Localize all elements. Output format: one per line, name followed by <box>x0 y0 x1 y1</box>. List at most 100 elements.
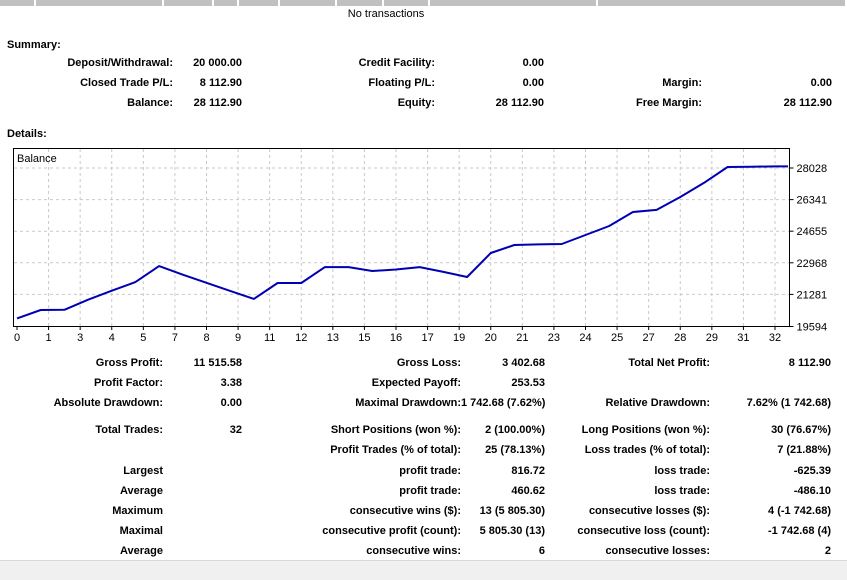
x-tick-label: 0 <box>14 332 20 344</box>
stat-label: consecutive profit (count): <box>322 525 461 537</box>
x-tick-label: 1 <box>46 332 52 344</box>
x-tick-label: 27 <box>643 332 655 344</box>
stat-label: consecutive losses: <box>605 545 710 557</box>
x-tick-label: 32 <box>769 332 781 344</box>
stat-value: 11 515.58 <box>193 357 242 369</box>
chart-series-label: Balance <box>17 153 57 165</box>
stat-label: Short Positions (won %): <box>330 424 461 436</box>
y-tick-label: 21281 <box>797 289 828 301</box>
summary-row: Deposit/Withdrawal: 20 000.00 Credit Facil… <box>0 53 832 73</box>
table-header-cell <box>384 0 428 6</box>
x-tick-label: 31 <box>737 332 749 344</box>
table-header-cell <box>598 0 845 6</box>
summary-value: 28 112.90 <box>495 97 544 109</box>
stat-label: Largest <box>123 465 163 477</box>
stat-label: Profit Factor: <box>93 377 163 389</box>
stat-value: 4 (-1 742.68) <box>768 505 831 517</box>
y-tick-label: 26341 <box>797 195 828 207</box>
transactions-table-header <box>0 0 847 6</box>
summary-label <box>544 53 702 73</box>
summary-label: Floating P/L: <box>368 77 435 89</box>
stat-value: 32 <box>229 424 242 436</box>
stat-value: -1 742.68 (4) <box>768 525 831 537</box>
summary-label: Equity: <box>397 97 435 109</box>
stat-value: -625.39 <box>793 465 831 477</box>
stat-label: loss trade: <box>654 485 710 497</box>
stat-value: 3 402.68 <box>502 357 545 369</box>
y-tick-label: 22968 <box>797 258 828 270</box>
table-header-cell <box>164 0 212 6</box>
chart-border <box>13 148 790 327</box>
stat-value: 30 (76.67%) <box>771 424 831 436</box>
balance-line <box>16 165 788 320</box>
stat-label: Gross Profit: <box>95 357 163 369</box>
stat-label: Maximal Drawdown: <box>355 397 461 409</box>
summary-value: 0.00 <box>810 77 832 89</box>
stat-label: profit trade: <box>399 465 461 477</box>
stat-label: consecutive loss (count): <box>577 525 710 537</box>
summary-label: Balance: <box>127 97 173 109</box>
stat-row: Average consecutive wins: 6 consecutive los… <box>0 541 831 561</box>
stat-label: Relative Drawdown: <box>605 397 710 409</box>
stat-row: Profit Trades (% of total): 25 (78.13%) Lo… <box>0 440 831 460</box>
stat-value: -486.10 <box>793 485 831 497</box>
x-tick-label: 24 <box>579 332 591 344</box>
x-tick-label: 12 <box>295 332 307 344</box>
stat-row: Maximal consecutive profit (count): 5 805.… <box>0 521 831 541</box>
stat-value: 1 742.68 (7.62%) <box>461 397 546 409</box>
x-tick-label: 9 <box>235 332 241 344</box>
stat-label: consecutive wins ($): <box>349 505 461 517</box>
summary-value: 20 000.00 <box>193 57 242 69</box>
x-tick-label: 23 <box>548 332 560 344</box>
table-header-cell <box>337 0 382 6</box>
summary-label: Deposit/Withdrawal: <box>67 57 173 69</box>
table-header-cell <box>36 0 162 6</box>
table-header-cell <box>430 0 596 6</box>
stat-label: consecutive wins: <box>366 545 461 557</box>
stat-value <box>163 521 242 541</box>
summary-value <box>702 53 832 73</box>
summary-label: Free Margin: <box>635 97 702 109</box>
summary-value: 28 112.90 <box>783 97 832 109</box>
summary-label: Margin: <box>662 77 702 89</box>
stat-label: Absolute Drawdown: <box>53 397 163 409</box>
balance-chart-svg: 0 1 3 4 5 7 8 9 11 12 13 15 16 17 19 20 21 23 24 25 27 28 29 31… <box>13 148 828 344</box>
stat-value: 5 805.30 (13) <box>479 525 545 537</box>
stat-value: 6 <box>538 545 545 557</box>
x-tick-label: 29 <box>706 332 718 344</box>
stat-value: 0.00 <box>220 397 242 409</box>
summary-label: Closed Trade P/L: <box>80 77 173 89</box>
y-tick-label: 28028 <box>797 163 828 175</box>
x-tick-label: 13 <box>327 332 339 344</box>
details-group: Gross Profit: 11 515.58 Gross Loss: 3 402.6… <box>0 353 831 413</box>
stat-label: consecutive losses ($): <box>588 505 710 517</box>
stat-value <box>163 501 242 521</box>
stat-value <box>710 373 831 393</box>
x-tick-label: 19 <box>453 332 465 344</box>
x-tick-label: 25 <box>611 332 623 344</box>
details-group: Largest profit trade: 816.72 loss trade: -62… <box>0 461 831 561</box>
y-tick-label: 24655 <box>797 226 828 238</box>
stat-label: Average <box>119 545 163 557</box>
stat-row: Absolute Drawdown: 0.00 Maximal Drawdown: 1… <box>0 393 831 413</box>
stat-label: Profit Trades (% of total): <box>330 444 461 456</box>
summary-value: 0.00 <box>522 77 544 89</box>
stat-label: Total Net Profit: <box>628 357 710 369</box>
stat-value: 7.62% (1 742.68) <box>746 397 831 409</box>
stat-label: Loss trades (% of total): <box>584 444 710 456</box>
stat-value: 460.62 <box>511 485 545 497</box>
stat-value <box>163 541 242 561</box>
x-tick-label: 15 <box>358 332 370 344</box>
stat-label: loss trade: <box>654 465 710 477</box>
stat-row: Maximum consecutive wins ($): 13 (5 805.30… <box>0 501 831 521</box>
stat-label <box>0 440 163 460</box>
stat-value: 7 (21.88%) <box>777 444 831 456</box>
stat-row: Profit Factor: 3.38 Expected Payoff: 253.53 <box>0 373 831 393</box>
no-transactions-text: No transactions <box>347 8 425 20</box>
x-tick-label: 28 <box>674 332 686 344</box>
stat-row: Total Trades: 32 Short Positions (won %): 2… <box>0 420 831 440</box>
x-tick-label: 7 <box>172 332 178 344</box>
stat-value <box>163 440 242 460</box>
balance-chart: 0 1 3 4 5 7 8 9 11 12 13 15 16 17 19 20 21 23 24 25 27 28 29 31… <box>0 146 847 346</box>
x-tick-label: 8 <box>203 332 209 344</box>
